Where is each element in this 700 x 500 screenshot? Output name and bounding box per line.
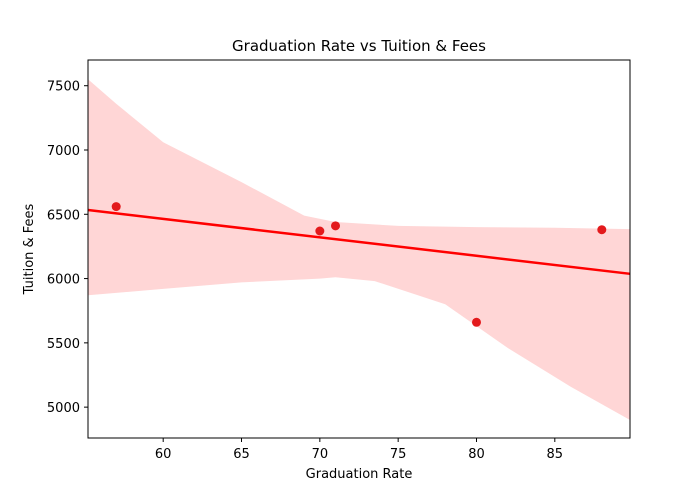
y-tick-label: 6000 (47, 273, 80, 288)
plot-area (87, 79, 631, 421)
y-tick-label: 5000 (47, 401, 80, 416)
x-tick-label: 60 (155, 447, 172, 462)
data-point (471, 317, 481, 327)
y-tick-label: 7500 (47, 80, 80, 95)
chart-title: Graduation Rate vs Tuition & Fees (232, 37, 486, 55)
y-tick-label: 6500 (47, 208, 80, 223)
x-axis: 60 65 70 75 80 85 (155, 438, 563, 462)
x-tick-label: 70 (312, 447, 329, 462)
x-tick-label: 75 (390, 447, 407, 462)
data-point (597, 225, 607, 235)
x-axis-label: Graduation Rate (306, 467, 413, 482)
plot-frame (87, 59, 631, 439)
x-tick-label: 85 (547, 447, 564, 462)
regression-line (87, 208, 631, 276)
y-tick-label: 7000 (47, 144, 80, 159)
data-point (111, 202, 121, 212)
data-point (315, 226, 325, 236)
y-axis: 5000 5500 6000 6500 7000 7500 (47, 80, 88, 416)
confidence-band (88, 79, 630, 421)
y-axis-label: Tuition & Fees (22, 203, 37, 295)
data-point (331, 221, 341, 231)
x-tick-label: 80 (468, 447, 485, 462)
y-tick-label: 5500 (47, 337, 80, 352)
x-tick-label: 65 (233, 447, 250, 462)
